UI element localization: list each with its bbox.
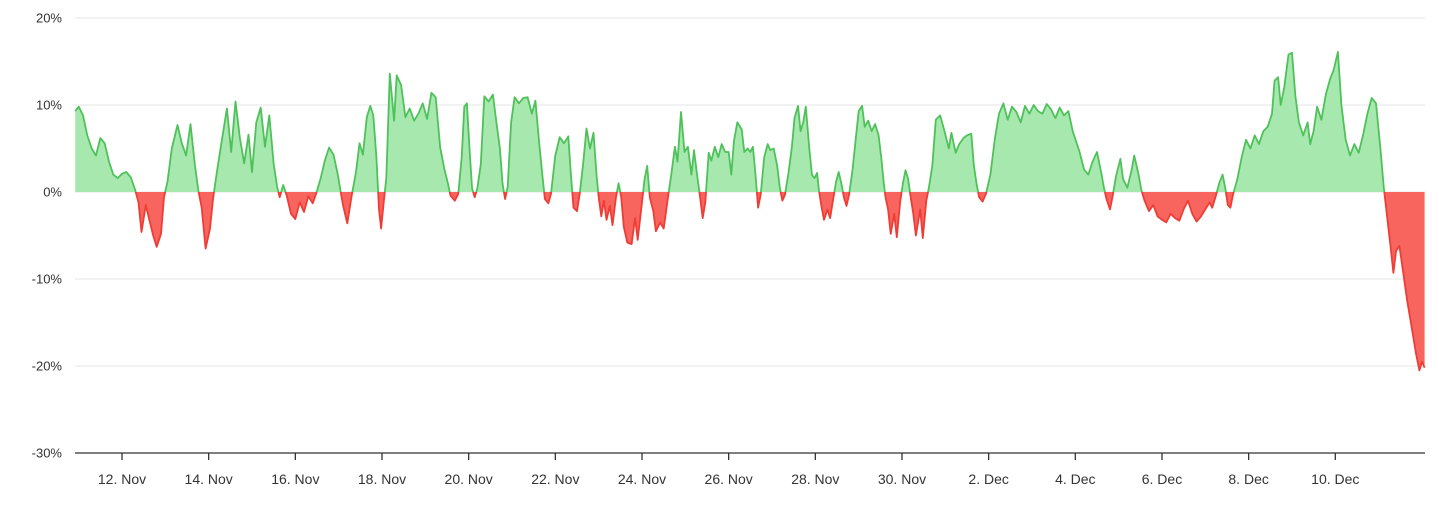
y-axis-label: 20% (36, 11, 62, 26)
y-axis-label: 10% (36, 98, 62, 113)
x-axis-label: 10. Dec (1311, 471, 1359, 487)
negative-area (75, 192, 1425, 371)
x-axis-label: 6. Dec (1142, 471, 1182, 487)
x-axis-label: 8. Dec (1228, 471, 1268, 487)
x-axis-label: 26. Nov (705, 471, 753, 487)
x-axis-label: 28. Nov (791, 471, 839, 487)
positive-line (74, 51, 1386, 192)
x-axis-label: 16. Nov (271, 471, 319, 487)
x-axis-label: 22. Nov (531, 471, 579, 487)
y-axis-label: -20% (32, 359, 63, 374)
x-axis-label: 24. Nov (618, 471, 666, 487)
y-axis-label: -30% (32, 446, 63, 461)
x-axis-label: 30. Nov (878, 471, 926, 487)
x-axis-label: 20. Nov (445, 471, 493, 487)
x-axis-label: 18. Nov (358, 471, 406, 487)
x-axis-label: 12. Nov (98, 471, 146, 487)
positive-area (75, 51, 1425, 192)
y-axis-label: 0% (43, 185, 62, 200)
negative-line (134, 192, 1426, 372)
x-axis-label: 14. Nov (185, 471, 233, 487)
y-axis-label: -10% (32, 272, 63, 287)
x-axis-label: 4. Dec (1055, 471, 1095, 487)
x-axis-label: 2. Dec (968, 471, 1008, 487)
